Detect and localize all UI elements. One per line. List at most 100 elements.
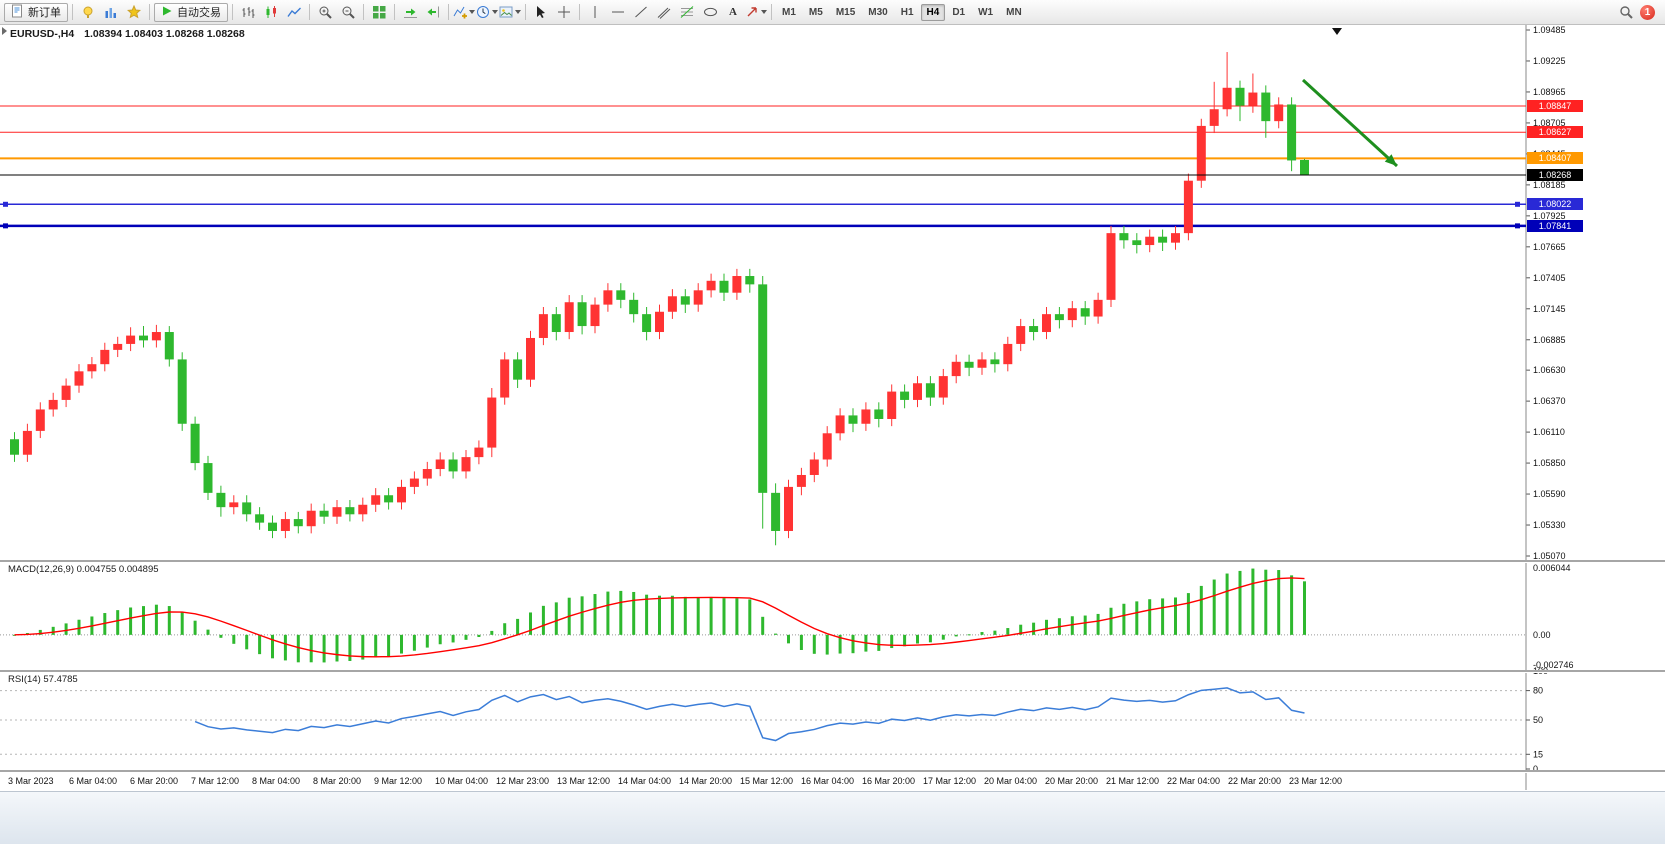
svg-text:1.05850: 1.05850 [1533,458,1566,468]
indicators-icon[interactable] [453,3,475,22]
pane-divider-rsi[interactable] [0,670,1665,673]
tile-windows-icon[interactable] [368,3,390,22]
price-level-badge[interactable]: 1.07841 [1527,219,1583,232]
timeframe-m30[interactable]: M30 [868,6,888,18]
svg-text:1.08185: 1.08185 [1533,180,1566,190]
toolbar-separator [309,4,310,20]
auto-trading-label: 自动交易 [177,7,221,19]
auto-trading-button[interactable]: 自动交易 [154,2,228,22]
timeframe-mn[interactable]: MN [1006,6,1022,18]
macd-indicator-label: MACD(12,26,9) 0.004755 0.004895 [8,564,159,575]
toolbar-separator [771,4,772,20]
navigator-icon[interactable] [123,3,145,22]
svg-text:22 Mar 20:00: 22 Mar 20:00 [1228,776,1281,786]
svg-text:16 Mar 04:00: 16 Mar 04:00 [801,776,854,786]
timeframe-m15[interactable]: M15 [835,6,856,18]
new-order-icon [11,4,24,21]
play-icon [161,5,173,20]
auto-scroll-icon[interactable] [399,3,421,22]
chart-ohlc-quotes: 1.08394 1.08403 1.08268 1.08268 [84,28,245,40]
svg-text:15: 15 [1533,749,1543,759]
shapes-icon[interactable] [699,3,721,22]
toolbar-separator [579,4,580,20]
horizontal-line-icon[interactable] [607,3,629,22]
channel-icon[interactable] [653,3,675,22]
new-order-label: 新订单 [28,7,61,19]
fibonacci-icon[interactable] [676,3,698,22]
svg-text:23 Mar 12:00: 23 Mar 12:00 [1289,776,1342,786]
svg-text:1.07405: 1.07405 [1533,273,1566,283]
dropdown-caret [515,10,521,14]
svg-text:15 Mar 12:00: 15 Mar 12:00 [740,776,793,786]
pane-divider-macd[interactable] [0,560,1665,563]
svg-text:1.07925: 1.07925 [1533,211,1566,221]
svg-text:1.09485: 1.09485 [1533,25,1566,35]
svg-text:9 Mar 12:00: 9 Mar 12:00 [374,776,422,786]
toolbar-separator [394,4,395,20]
svg-text:10 Mar 04:00: 10 Mar 04:00 [435,776,488,786]
svg-text:50: 50 [1533,715,1543,725]
bottom-strip [0,791,1665,844]
timeframe-h4[interactable]: H4 [920,3,946,21]
timeframe-d1[interactable]: D1 [952,6,966,18]
svg-text:16 Mar 20:00: 16 Mar 20:00 [862,776,915,786]
svg-text:1.08965: 1.08965 [1533,87,1566,97]
current-price-badge: 1.08268 [1527,168,1583,181]
toolbar-separator [149,4,150,20]
price-level-badge[interactable]: 1.08847 [1527,100,1583,112]
price-level-badge[interactable]: 1.08407 [1527,152,1583,165]
svg-text:1.06630: 1.06630 [1533,365,1566,375]
templates-icon[interactable] [499,3,521,22]
zoom-out-icon[interactable] [337,3,359,22]
svg-text:-0.002746: -0.002746 [1533,660,1574,670]
svg-text:80: 80 [1533,686,1543,696]
one-click-trading-toggle[interactable] [2,27,7,35]
cursor-icon[interactable] [530,3,552,22]
svg-text:1.06885: 1.06885 [1533,335,1566,345]
notification-badge[interactable]: 1 [1640,4,1655,20]
new-order-button[interactable]: 新订单 [4,2,68,22]
timeframe-h1[interactable]: H1 [900,6,914,18]
svg-text:1.08705: 1.08705 [1533,118,1566,128]
text-icon[interactable]: A [729,6,737,18]
svg-text:1.05070: 1.05070 [1533,551,1566,561]
timeframe-m1[interactable]: M1 [782,6,796,18]
svg-text:1.07665: 1.07665 [1533,242,1566,252]
svg-text:0.00: 0.00 [1533,630,1551,640]
svg-text:14 Mar 20:00: 14 Mar 20:00 [679,776,732,786]
periods-icon[interactable] [476,3,498,22]
market-watch-icon[interactable] [100,3,122,22]
toolbar-separator [232,4,233,20]
svg-text:0: 0 [1533,764,1538,774]
svg-text:22 Mar 04:00: 22 Mar 04:00 [1167,776,1220,786]
search-icon[interactable] [1615,3,1637,22]
svg-text:1.06110: 1.06110 [1533,427,1565,437]
svg-text:8 Mar 04:00: 8 Mar 04:00 [252,776,300,786]
vertical-line-icon[interactable] [584,3,606,22]
svg-text:12 Mar 23:00: 12 Mar 23:00 [496,776,549,786]
svg-text:7 Mar 12:00: 7 Mar 12:00 [191,776,239,786]
toolbar-separator [363,4,364,20]
dropdown-caret [469,10,475,14]
pane-divider-time-axis[interactable] [0,770,1665,773]
svg-text:1.09225: 1.09225 [1533,56,1566,66]
chart-shift-icon[interactable] [422,3,444,22]
trendline-icon[interactable] [630,3,652,22]
rsi-indicator-label: RSI(14) 57.4785 [8,674,78,685]
line-chart-icon[interactable] [283,3,305,22]
toolbar-separator [525,4,526,20]
arrows-icon[interactable] [745,3,767,22]
crosshair-icon[interactable] [553,3,575,22]
metaeditor-icon[interactable] [77,3,99,22]
zoom-in-icon[interactable] [314,3,336,22]
candlestick-chart-icon[interactable] [260,3,282,22]
svg-text:3 Mar 2023: 3 Mar 2023 [8,776,54,786]
price-level-badge[interactable]: 1.08627 [1527,126,1583,139]
price-level-badge[interactable]: 1.08022 [1527,198,1583,211]
bar-chart-icon[interactable] [237,3,259,22]
timeframe-w1[interactable]: W1 [978,6,994,18]
svg-text:1.05590: 1.05590 [1533,489,1566,499]
timeframe-m5[interactable]: M5 [808,6,823,18]
